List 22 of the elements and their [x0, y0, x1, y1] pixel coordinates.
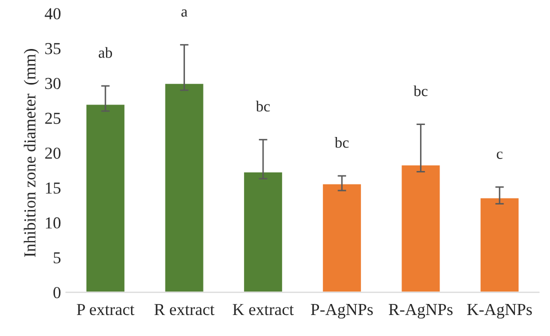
- y-tick-label: 30: [45, 78, 61, 90]
- y-tick-label: 25: [45, 112, 60, 124]
- x-tick-label: P-AgNPs: [310, 304, 373, 319]
- y-tick-label: 20: [45, 148, 61, 159]
- x-tick-label: P extract: [76, 304, 134, 316]
- x-tick-label: K extract: [232, 304, 294, 316]
- y-tick-label: 0: [53, 287, 61, 298]
- x-tick-label: R-AgNPs: [388, 304, 453, 319]
- annotation: bc: [414, 85, 428, 96]
- annotation: c: [496, 152, 503, 159]
- annotation: bc: [334, 137, 349, 148]
- y-tick-label: 40: [44, 8, 61, 20]
- annotation: bc: [256, 100, 270, 112]
- y-tick-label: 10: [46, 217, 61, 229]
- y-tick-label: 5: [54, 252, 60, 264]
- annotation: a: [181, 9, 188, 17]
- x-tick-label: R extract: [154, 304, 214, 316]
- x-tick-label: K-AgNPs: [467, 304, 532, 319]
- y-tick-label: 35: [45, 43, 60, 54]
- y-tick-label: 15: [46, 182, 60, 194]
- annotation: ab: [98, 47, 112, 58]
- y-axis-title: Inhibition zone diameter (mm): [24, 49, 39, 257]
